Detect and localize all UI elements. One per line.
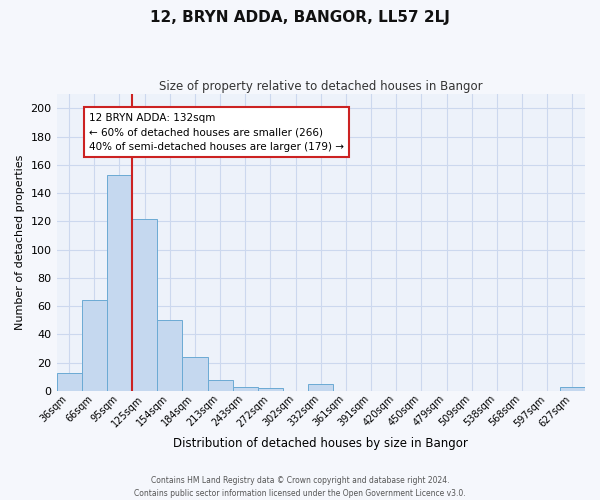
- Bar: [560, 386, 585, 391]
- Bar: [208, 380, 233, 391]
- Bar: [56, 372, 82, 391]
- Y-axis label: Number of detached properties: Number of detached properties: [15, 155, 25, 330]
- Title: Size of property relative to detached houses in Bangor: Size of property relative to detached ho…: [159, 80, 482, 93]
- Text: 12, BRYN ADDA, BANGOR, LL57 2LJ: 12, BRYN ADDA, BANGOR, LL57 2LJ: [150, 10, 450, 25]
- Bar: [132, 218, 157, 391]
- Bar: [308, 384, 334, 391]
- Bar: [82, 300, 107, 391]
- Text: 12 BRYN ADDA: 132sqm
← 60% of detached houses are smaller (266)
40% of semi-deta: 12 BRYN ADDA: 132sqm ← 60% of detached h…: [89, 112, 344, 152]
- Bar: [182, 357, 208, 391]
- Bar: [107, 174, 132, 391]
- Text: Contains HM Land Registry data © Crown copyright and database right 2024.
Contai: Contains HM Land Registry data © Crown c…: [134, 476, 466, 498]
- Bar: [233, 386, 258, 391]
- Bar: [157, 320, 182, 391]
- X-axis label: Distribution of detached houses by size in Bangor: Distribution of detached houses by size …: [173, 437, 468, 450]
- Bar: [258, 388, 283, 391]
